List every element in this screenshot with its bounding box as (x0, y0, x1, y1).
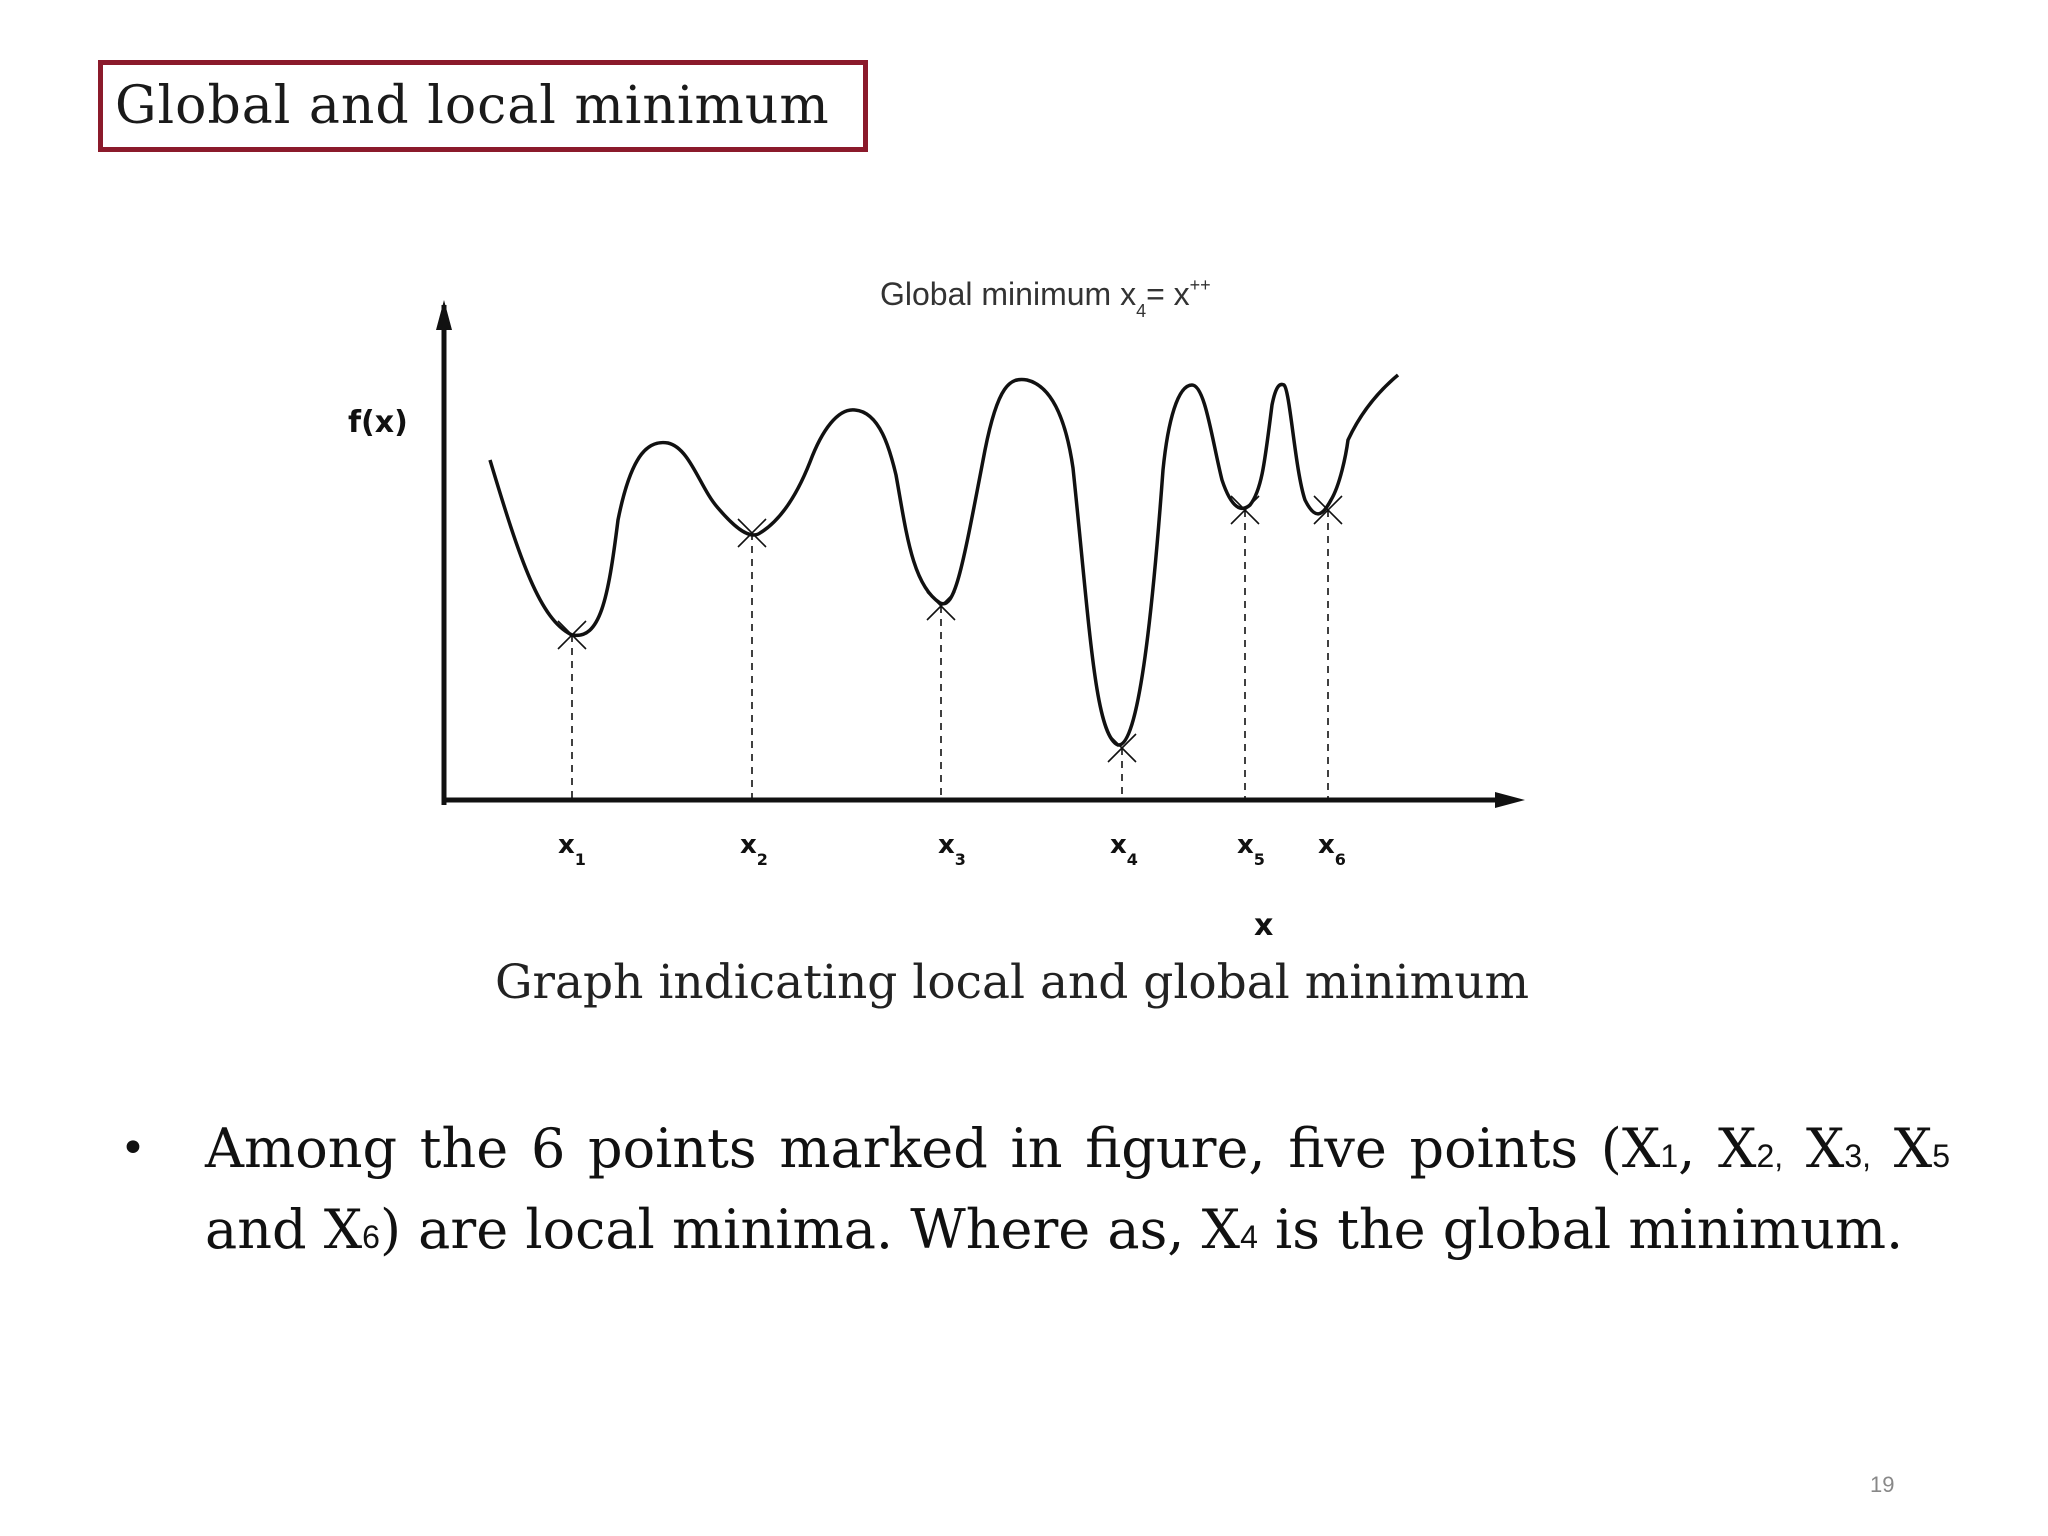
tick-label-x3: x3 (938, 830, 966, 869)
cross-marker-x2 (737, 518, 767, 548)
function-curve (488, 373, 1400, 747)
tick-label-x1: x1 (558, 830, 586, 869)
page-number: 19 (1870, 1472, 1895, 1497)
x-axis-arrowhead (1495, 792, 1525, 808)
global-minimum-annotation: Global minimum x4= x++ (880, 275, 1211, 321)
cross-marker-x5 (1230, 495, 1260, 525)
bullet-item: • Among the 6 points marked in figure, f… (120, 1112, 1950, 1274)
cross-marker-x4 (1107, 733, 1137, 763)
minimum-graph: Global minimum x4= x++ f(x) x1 x2 x3 x4 … (348, 275, 1525, 943)
tick-label-x5: x5 (1237, 830, 1265, 869)
slide-title-box: Global and local minimum (98, 60, 868, 152)
figure-caption: Graph indicating local and global minimu… (495, 955, 1530, 1010)
minimum-markers (557, 495, 1343, 800)
y-axis-label: f(x) (348, 405, 408, 440)
bullet-text: Among the 6 points marked in figure, fiv… (205, 1117, 1951, 1261)
tick-label-x6: x6 (1318, 830, 1346, 869)
cross-marker-x6 (1313, 495, 1343, 525)
y-axis-arrowhead (436, 300, 452, 330)
tick-label-x2: x2 (740, 830, 768, 869)
tick-label-x4: x4 (1110, 830, 1138, 869)
cross-marker-x1 (557, 620, 587, 650)
bullet-marker: • (120, 1123, 146, 1174)
cross-marker-x3 (926, 591, 956, 621)
slide-title: Global and local minimum (115, 76, 830, 136)
x-axis-label: x (1254, 908, 1273, 943)
